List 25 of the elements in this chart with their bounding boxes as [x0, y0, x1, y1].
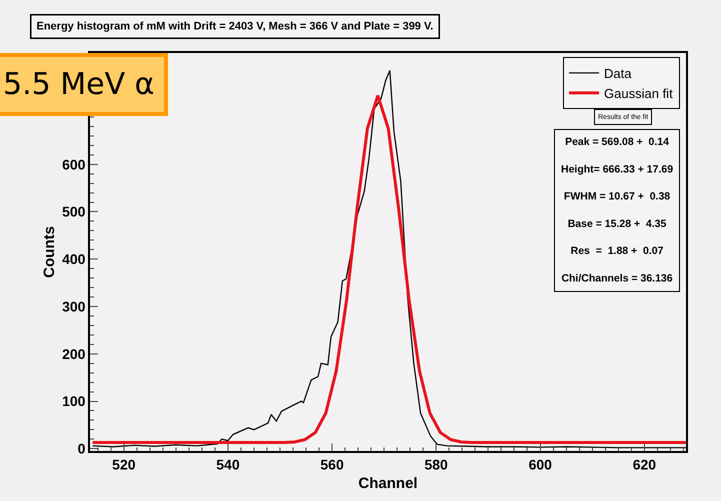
x-tick-label: 580 — [424, 456, 448, 473]
chart-title: Energy histogram of mM with Drift = 2403 V, Mesh = 366 V and Plate = 399 V. — [36, 20, 434, 32]
legend-label: Gaussian fit — [604, 86, 674, 101]
x-axis-title: Channel — [358, 475, 418, 492]
x-tick-label: 600 — [528, 456, 552, 473]
annotation: 5.5 MeV α — [3, 67, 154, 102]
y-tick-label: 400 — [62, 251, 86, 268]
annotation: FWHM = 10.67 + 0.38 — [564, 190, 670, 203]
x-tick-label: 620 — [632, 456, 656, 473]
y-tick-label: 600 — [62, 156, 86, 172]
x-tick-label: 560 — [320, 456, 344, 473]
x-tick-label: 520 — [112, 456, 136, 473]
legend-label: Data — [604, 66, 632, 81]
annotation: Base = 15.28 + 4.35 — [568, 218, 667, 230]
y-tick-label: 300 — [62, 298, 86, 314]
annotation: Res = 1.88 + 0.07 — [570, 245, 664, 258]
annotation: Height= 666.33 + 17.69 — [561, 163, 674, 176]
annotation: Peak = 569.08 + 0.14 — [565, 136, 670, 148]
y-axis-title: Counts — [40, 226, 58, 278]
y-tick-label: 200 — [62, 346, 86, 362]
x-tick-label: 540 — [216, 456, 240, 473]
y-tick-label: 0 — [78, 440, 86, 457]
annotation: Chi/Channels = 36.136 — [561, 272, 673, 284]
y-tick-label: 500 — [62, 204, 86, 220]
y-tick-label: 100 — [62, 393, 86, 410]
